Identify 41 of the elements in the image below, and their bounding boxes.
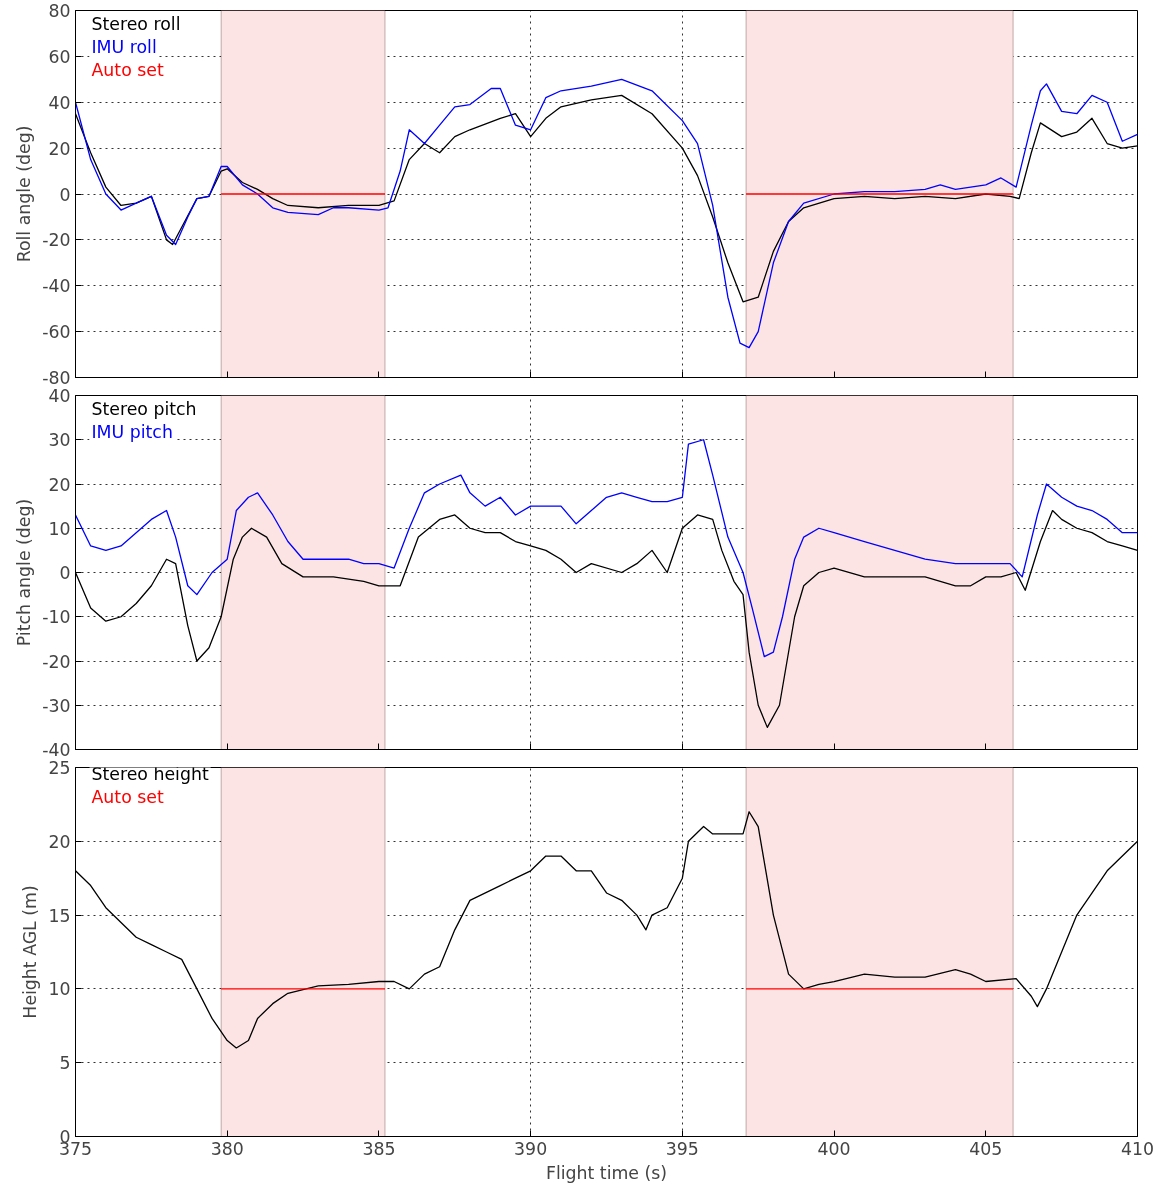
- y-tick-label: 40: [48, 386, 71, 406]
- y-tick-label: 30: [48, 430, 71, 451]
- y-tick-label: 10: [48, 518, 71, 539]
- y-axis-title: Roll angle (deg): [14, 125, 35, 263]
- x-tick-label: 400: [817, 1138, 851, 1159]
- x-tick-label: 405: [969, 1138, 1003, 1159]
- y-tick-label: 15: [48, 905, 71, 926]
- x-tick-label: 410: [1120, 1138, 1155, 1159]
- y-tick-label: 20: [48, 474, 71, 495]
- x-tick-label: 395: [665, 1138, 699, 1159]
- y-tick-label: 80: [48, 1, 71, 21]
- y-axis-title: Pitch angle (deg): [14, 498, 35, 647]
- y-tick-label: -20: [42, 651, 71, 672]
- x-axis-title: Flight time (s): [545, 1162, 668, 1183]
- y-tick-label: -80: [42, 368, 71, 388]
- line-series: [75, 78, 1138, 349]
- y-tick-label: 0: [59, 184, 71, 205]
- text: Auto set: [91, 786, 164, 807]
- y-tick-label: 10: [48, 979, 71, 1000]
- x-tick-label: 380: [210, 1138, 244, 1159]
- text: Auto set: [91, 59, 164, 80]
- y-tick-label: -10: [42, 607, 71, 628]
- x-tick-label: 390: [514, 1138, 548, 1159]
- text: IMU roll: [91, 36, 157, 57]
- text: Stereo pitch: [91, 398, 197, 419]
- legend-label: Stereo roll: [91, 13, 181, 34]
- y-tick-label: -30: [42, 695, 71, 716]
- y-tick-label: 5: [59, 1053, 71, 1074]
- y-tick-label: 20: [48, 138, 71, 159]
- y-tick-label: 40: [48, 92, 71, 113]
- y-tick-label: 20: [48, 831, 71, 852]
- x-tick-label: 385: [362, 1138, 396, 1159]
- y-tick-label: -20: [42, 230, 71, 251]
- text: IMU pitch: [91, 421, 173, 442]
- y-tick-label: 60: [48, 46, 71, 67]
- y-tick-label: -60: [42, 322, 71, 343]
- y-tick-label: -40: [42, 276, 71, 297]
- y-axis-title: Height AGL (m): [20, 885, 41, 1019]
- y-tick-label: 25: [48, 758, 71, 778]
- y-tick-label: -40: [42, 740, 71, 760]
- y-tick-label: 0: [59, 563, 71, 583]
